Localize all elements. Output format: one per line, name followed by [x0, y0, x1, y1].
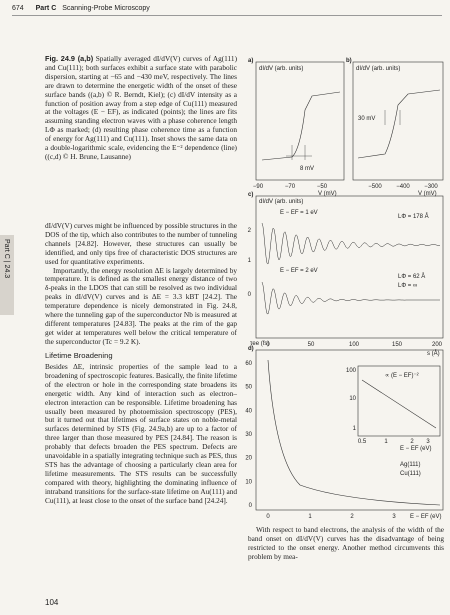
legend-entry: Cu(111) [400, 471, 421, 477]
annotation: E − EF = 1 eV [280, 210, 318, 216]
page-number-header: 674 [12, 5, 24, 12]
tick-label: −300 [424, 184, 438, 190]
tick-label: 2 [350, 514, 354, 520]
part: Part C [35, 5, 57, 12]
tick-label: 1 [353, 426, 357, 432]
axis-label: dI/dV (arb. units) [259, 66, 303, 72]
text-block: Besides ΔE, intrinsic properties of the … [45, 363, 237, 591]
header: 674 Part C Scanning-Probe Microscopy [12, 5, 150, 12]
annotation: 8 mV [300, 166, 314, 172]
side-tab: Part C | 24.3 [0, 235, 14, 315]
axis-label: dI/dV (arb. units) [356, 66, 400, 72]
tick-label: 30 [245, 432, 252, 438]
paragraph: dI/dV(V) curves might be influenced by p… [45, 222, 237, 266]
tick-label: −50 [317, 184, 328, 190]
axis-label: V (mV) [418, 191, 437, 197]
text-block: dI/dV(V) curves might be influenced by p… [45, 222, 237, 348]
tick-label: 3 [392, 514, 396, 520]
annotation: ∝ (E − EF)⁻² [385, 373, 419, 379]
section-heading: Lifetime Broadening [45, 351, 113, 360]
tick-label: 2 [410, 439, 414, 445]
tick-label: 100 [346, 368, 357, 374]
tick-label: 50 [245, 385, 252, 391]
tick-label: −70 [285, 184, 296, 190]
panel-label: a) [248, 58, 253, 64]
tick-label: 0 [249, 503, 253, 509]
axis-label: V (mV) [318, 191, 337, 197]
tick-label: 150 [392, 342, 403, 348]
tick-label: 3 [426, 439, 430, 445]
annotation: 30 mV [358, 116, 375, 122]
tick-label: 2 [248, 228, 252, 234]
axis-label: τee (fs) [250, 341, 269, 347]
tick-label: −400 [396, 184, 410, 190]
tick-label: 1 [248, 258, 252, 264]
annotation: E − EF = 2 eV [280, 268, 318, 274]
tick-label: 1 [384, 439, 388, 445]
fit-curve [261, 222, 440, 265]
paragraph: Besides ΔE, intrinsic properties of the … [45, 363, 237, 505]
side-tab-text: Part C | 24.3 [3, 239, 10, 279]
header-title: Scanning-Probe Microscopy [62, 5, 150, 12]
paragraph: With respect to band electrons, the anal… [248, 526, 444, 561]
tick-label: −500 [368, 184, 382, 190]
axis-label: dI/dV (arb. units) [259, 199, 303, 205]
tick-label: 10 [245, 479, 252, 485]
annotation: LΦ = 62 Å [398, 273, 425, 280]
tick-label: 0 [248, 292, 252, 298]
tick-label: 10 [349, 396, 356, 402]
legend-entry: Ag(111) [400, 462, 420, 468]
tick-label: 40 [245, 408, 252, 414]
axis-label: s (Å) [427, 350, 440, 357]
tick-label: 60 [245, 361, 252, 367]
tick-label: 0 [266, 514, 270, 520]
tick-label: 0.5 [358, 439, 367, 445]
header-rule [12, 15, 442, 16]
page-number: 104 [45, 598, 59, 607]
tick-label: 50 [308, 342, 315, 348]
caption: Fig. 24.9 (a,b) Spatially averaged dI/dV… [45, 55, 237, 217]
tick-label: 0 [266, 342, 270, 348]
caption-text: Spatially averaged dI/dV(V) curves of Ag… [45, 55, 237, 161]
annotation: LΦ = 178 Å [398, 213, 429, 220]
tick-label: 100 [349, 342, 360, 348]
tick-label: −90 [253, 184, 264, 190]
caption-label: Fig. 24.9 (a,b) [45, 55, 94, 63]
axis-label: E − EF (eV) [400, 446, 432, 452]
annotation: LΦ = ∞ [398, 283, 417, 289]
tick-label: 1 [308, 514, 312, 520]
axis-label: E − EF (eV) [410, 514, 442, 520]
panel-label: b) [346, 58, 352, 64]
panel-label: d) [248, 346, 254, 352]
text-block: With respect to band electrons, the anal… [248, 526, 444, 592]
fit-curve [261, 281, 440, 315]
frames [255, 61, 444, 511]
tick-label: 20 [245, 456, 252, 462]
tick-label: 200 [432, 342, 443, 348]
paragraph: Importantly, the energy resolution ΔE is… [45, 265, 237, 346]
d-yticks: 60 50 40 30 20 10 0 [245, 361, 252, 509]
panel-label: c) [248, 192, 253, 198]
